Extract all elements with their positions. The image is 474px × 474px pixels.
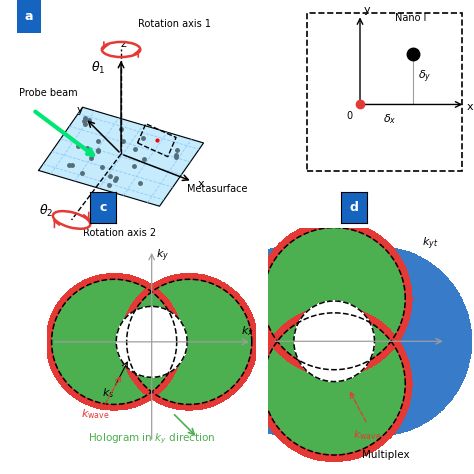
Text: y: y [364,5,370,15]
Text: x: x [198,179,205,189]
Text: Hologram in $k_y$ direction: Hologram in $k_y$ direction [88,432,216,446]
Text: x: x [467,102,474,112]
Text: $\theta_1$: $\theta_1$ [91,59,105,75]
Text: Metasurface: Metasurface [187,184,247,194]
Text: $\delta_x$: $\delta_x$ [383,112,396,126]
Text: $k_y$: $k_y$ [156,248,169,264]
Text: Rotation axis 1: Rotation axis 1 [137,19,210,29]
Text: y: y [77,105,84,115]
Text: Probe beam: Probe beam [19,88,78,98]
Text: d: d [350,201,359,214]
FancyBboxPatch shape [17,0,41,33]
Text: a: a [25,10,33,23]
Text: $k_{yt}$: $k_{yt}$ [422,236,438,252]
Text: $k_{\mathrm{wave}}$: $k_{\mathrm{wave}}$ [353,428,382,442]
Text: Nano l: Nano l [395,13,427,23]
Text: $k_{\mathrm{wave}}$: $k_{\mathrm{wave}}$ [81,407,109,421]
Text: Rotation axis 2: Rotation axis 2 [82,228,155,238]
Text: $k_x$: $k_x$ [241,324,254,337]
Text: c: c [100,201,107,214]
Polygon shape [38,107,203,206]
Text: $\theta_2$: $\theta_2$ [38,202,53,219]
Text: $k_s$: $k_s$ [102,386,114,400]
Text: 0: 0 [346,111,352,121]
Text: z: z [121,39,127,49]
Text: Multiplex: Multiplex [363,450,410,460]
Text: $\delta_y$: $\delta_y$ [418,69,431,85]
